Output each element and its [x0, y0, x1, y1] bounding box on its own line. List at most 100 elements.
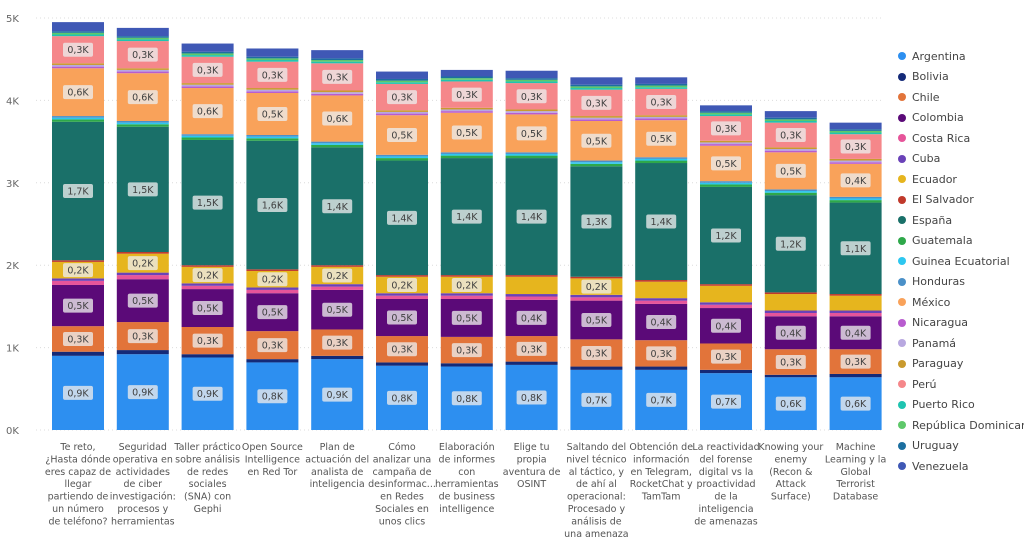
data-label-background: [63, 331, 93, 346]
bar-segment: [764, 189, 817, 192]
legend-label: Guatemala: [912, 234, 973, 248]
y-tick-label: 5K: [6, 14, 19, 25]
data-label: 0,4K: [845, 176, 867, 187]
bar-segment: [311, 355, 364, 360]
legend-label: República Dominicana: [912, 418, 1024, 432]
bar-segment: [181, 137, 234, 140]
y-tick-label: 3K: [6, 179, 19, 190]
x-category-label-line: (Recon &: [769, 467, 813, 478]
bar-segment: [116, 69, 169, 72]
bar-segment: [570, 297, 623, 301]
x-category-label-line: Sociales en: [375, 504, 429, 515]
bar-segment: [764, 191, 817, 193]
bar-segment: [505, 81, 558, 84]
legend-item[interactable]: Ecuador: [898, 169, 1022, 190]
bar-segment: [829, 310, 882, 313]
bar-segment: [116, 350, 169, 355]
legend-item[interactable]: Guatemala: [898, 231, 1022, 252]
bar-segment: [311, 92, 364, 94]
data-label-background: [711, 156, 741, 171]
legend-item[interactable]: Bolivia: [898, 67, 1022, 88]
bar-segment: [116, 122, 169, 125]
data-label-background: [451, 87, 482, 102]
bar-segment: [764, 111, 817, 118]
data-label: 0,3K: [715, 124, 737, 135]
data-label-background: [192, 301, 223, 316]
legend-item[interactable]: Nicaragua: [898, 313, 1022, 334]
legend-marker-icon: [898, 318, 906, 327]
bar-segment: [181, 84, 234, 87]
bar-segment: [829, 162, 882, 164]
bar-segment: [440, 155, 493, 159]
bar-segment: [116, 275, 169, 280]
x-category-label-line: en Red Tor: [247, 467, 297, 478]
legend-item[interactable]: Colombia: [898, 108, 1022, 129]
legend-item[interactable]: España: [898, 210, 1022, 231]
x-category-label-line: desinformac...: [368, 479, 436, 490]
legend-item[interactable]: Puerto Rico: [898, 395, 1022, 416]
legend-item[interactable]: El Salvador: [898, 190, 1022, 211]
data-label-background: [840, 325, 871, 340]
bar-segment: [570, 119, 623, 121]
data-label-background: [63, 184, 93, 199]
data-label: 0,5K: [262, 308, 284, 319]
data-label: 0,5K: [456, 313, 478, 324]
x-category-label-line: Attack: [776, 479, 807, 490]
data-label: 0,3K: [845, 142, 867, 153]
legend-item[interactable]: Cuba: [898, 149, 1022, 170]
data-label-background: [581, 214, 612, 229]
legend-item[interactable]: Argentina: [898, 46, 1022, 67]
legend-marker-icon: [898, 462, 906, 471]
x-category-label-line: con: [458, 467, 475, 478]
bar-segment: [181, 53, 234, 56]
x-category-label-line: de informes: [439, 454, 496, 465]
legend-item[interactable]: Panamá: [898, 333, 1022, 354]
data-label-background: [451, 343, 482, 358]
bar-segment: [246, 136, 299, 139]
data-label-background: [192, 104, 223, 119]
data-label-background: [63, 385, 93, 400]
x-category-label-line: intelligence: [439, 504, 494, 515]
legend-item[interactable]: República Dominicana: [898, 415, 1024, 436]
bar-segment: [505, 275, 558, 277]
x-category-label-line: llegar: [65, 479, 92, 490]
x-category-label-line: herramientas: [435, 479, 499, 490]
legend-item[interactable]: Costa Rica: [898, 128, 1022, 149]
bar-segment: [181, 283, 234, 286]
bar-segment: [116, 36, 169, 38]
data-label-background: [387, 390, 417, 405]
data-label-background: [775, 236, 806, 251]
legend-marker-icon: [898, 441, 906, 450]
x-category-label-line: de redes: [187, 467, 228, 478]
legend-item[interactable]: Perú: [898, 374, 1022, 395]
legend-item[interactable]: Chile: [898, 87, 1022, 108]
legend-item[interactable]: Guinea Ecuatorial: [898, 251, 1022, 272]
legend-marker-icon: [898, 277, 906, 286]
bar-segment: [52, 63, 104, 65]
legend-item[interactable]: Venezuela: [898, 456, 1022, 477]
legend-item[interactable]: México: [898, 292, 1022, 313]
legend-item[interactable]: Honduras: [898, 272, 1022, 293]
data-label: 0,5K: [586, 136, 608, 147]
legend-item[interactable]: Uruguay: [898, 436, 1022, 457]
legend-marker-icon: [898, 113, 906, 122]
x-category-label: Machine Learning y la Global Terrorist Datab…: [825, 442, 886, 503]
legend-label: Uruguay: [912, 439, 959, 453]
x-category-label: Elige tu propia aventura de OSINT: [503, 442, 561, 490]
x-category-label-line: Procesado y: [568, 504, 626, 515]
bar-segment: [635, 83, 688, 86]
bar-segment: [181, 265, 234, 267]
data-label-background: [257, 305, 288, 320]
legend-marker-icon: [898, 175, 906, 184]
data-label-background: [451, 125, 482, 140]
x-category-label-line: digital vs la: [699, 467, 754, 478]
data-label-background: [192, 62, 223, 77]
bar-segment: [570, 84, 623, 87]
data-label: 0,5K: [521, 129, 543, 140]
bar-segment: [246, 88, 299, 90]
legend-label: Colombia: [912, 111, 964, 125]
bar-segment: [635, 298, 688, 301]
data-label-background: [387, 128, 417, 143]
legend-item[interactable]: Paraguay: [898, 354, 1022, 375]
x-category-label: Saltando del nivel técnico al táctico, y de…: [564, 442, 628, 540]
